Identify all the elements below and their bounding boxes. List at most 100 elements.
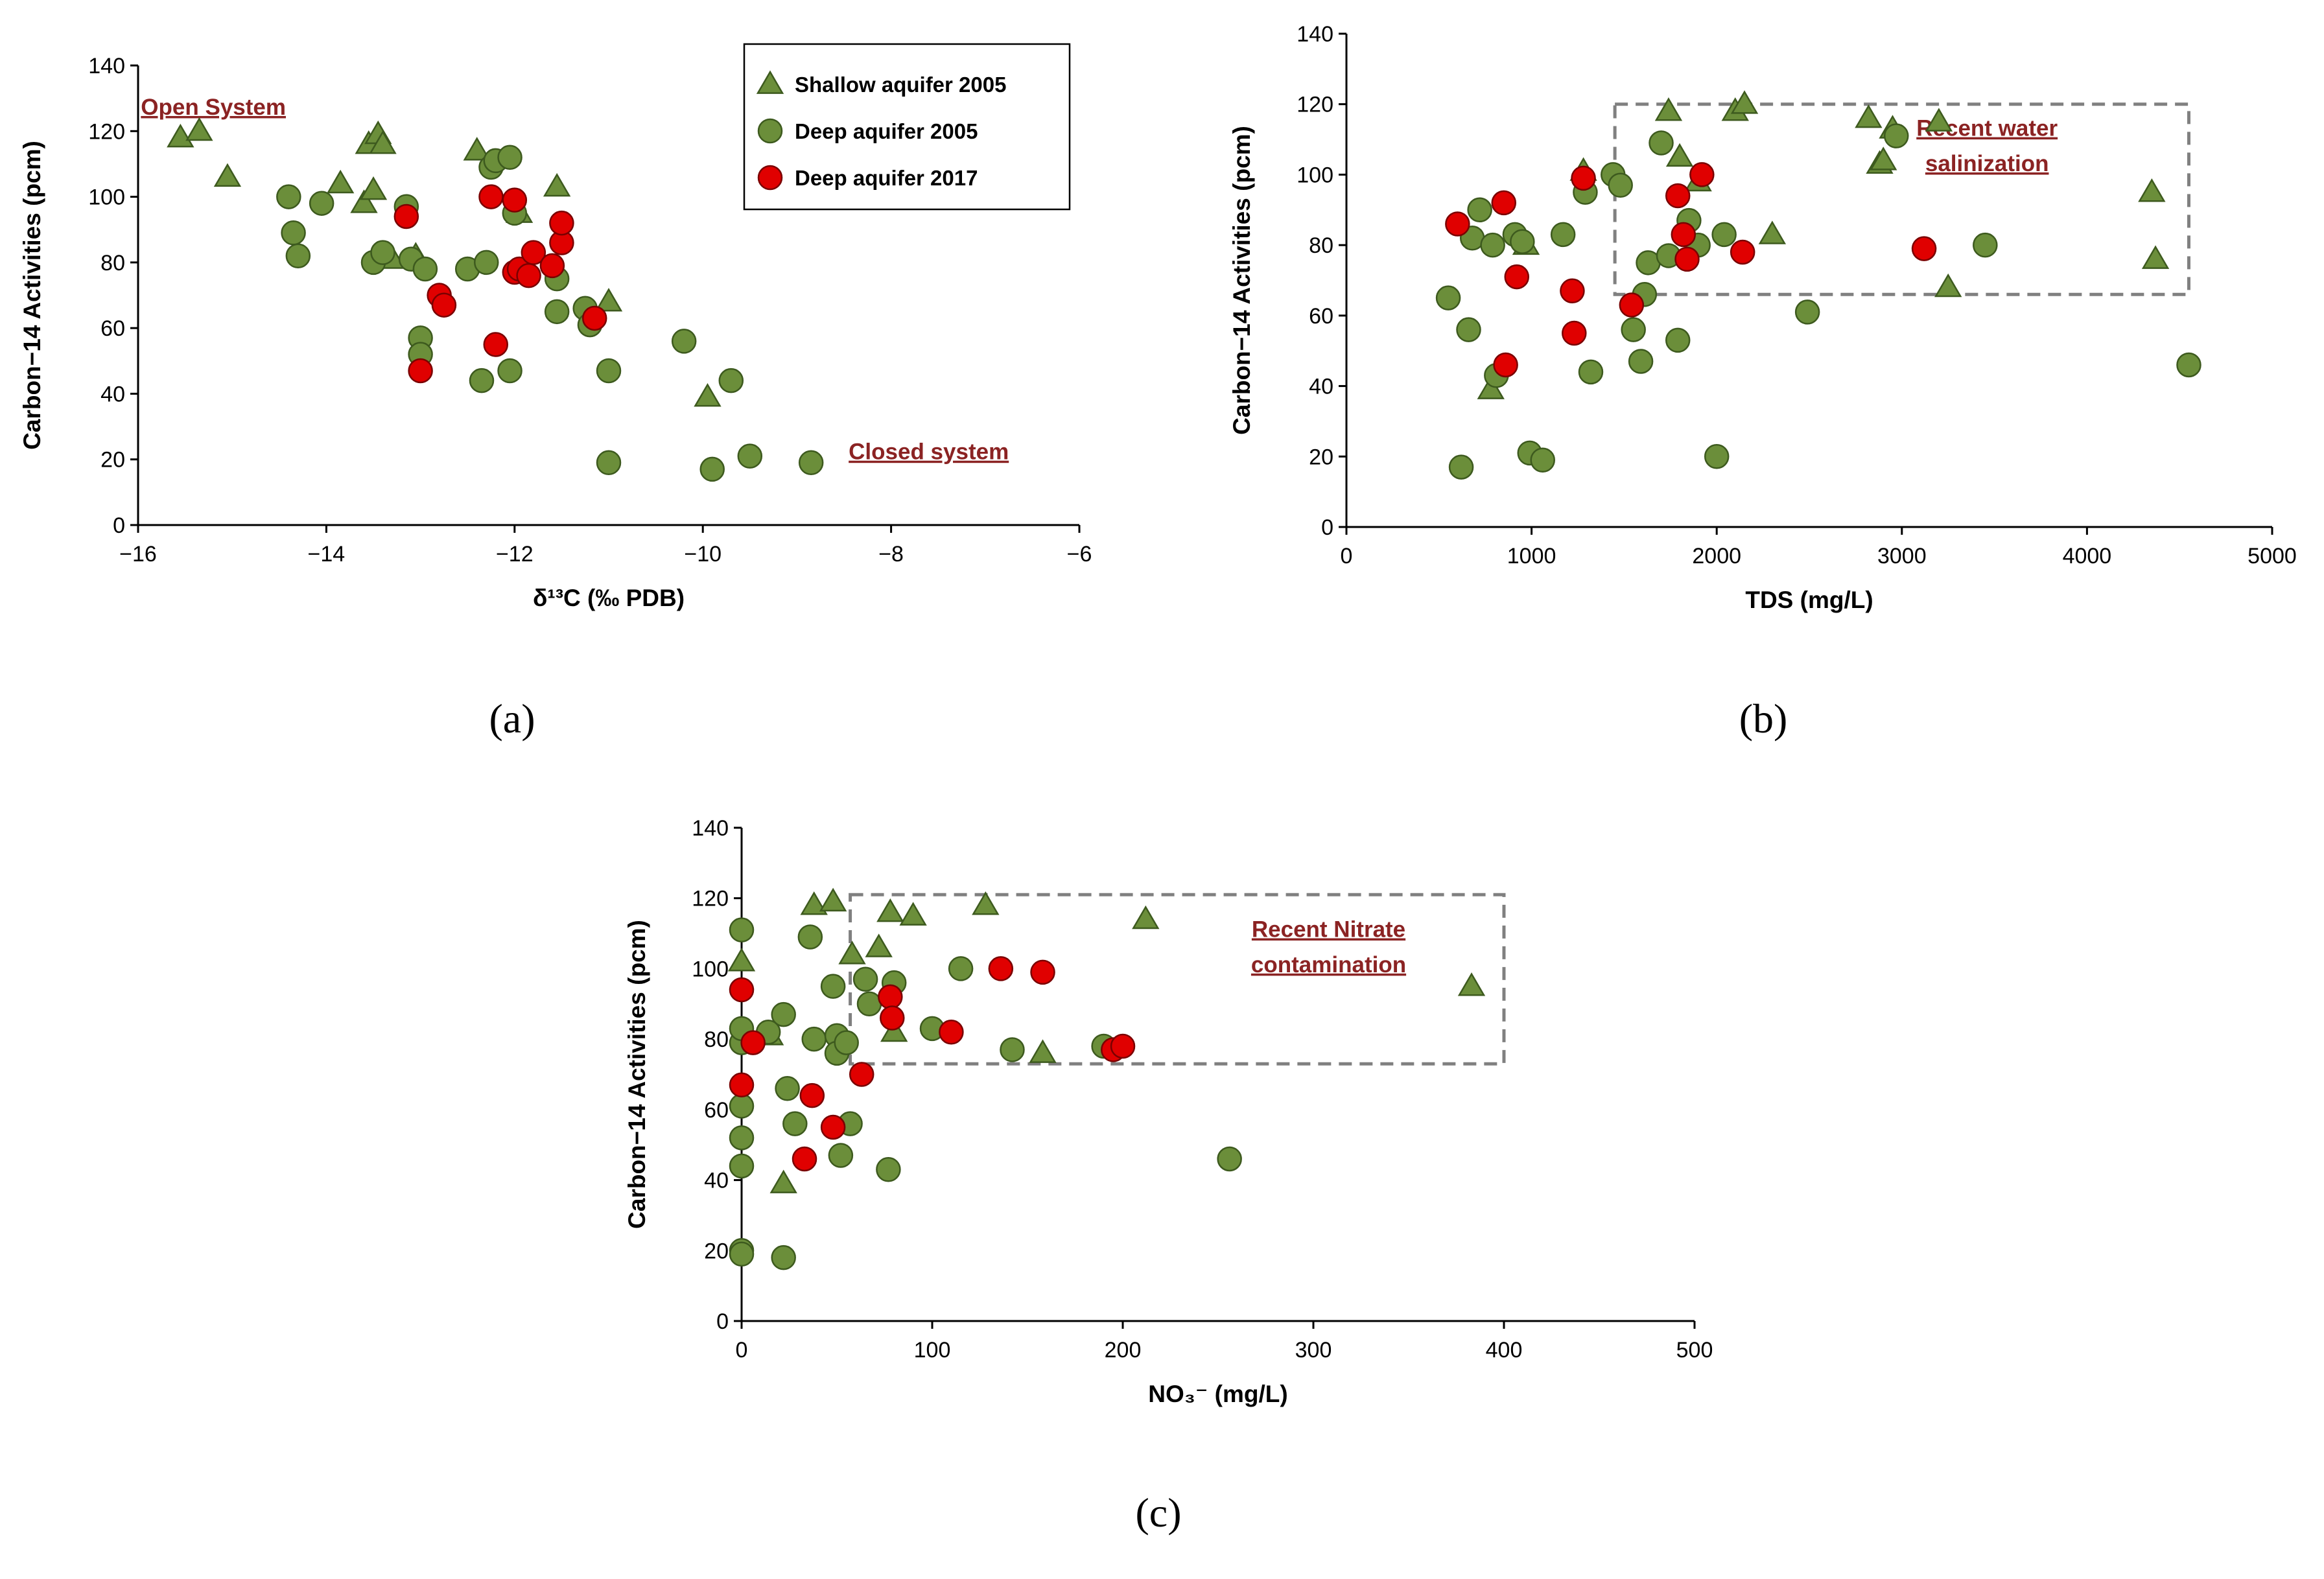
circle-marker [1883, 123, 1909, 148]
red-circle-marker [880, 1005, 905, 1031]
circle-marker [497, 358, 522, 384]
circle-marker [782, 1111, 808, 1136]
triangle-marker [1758, 220, 1787, 244]
red-circle-marker [1493, 352, 1518, 378]
circle-marker [729, 917, 755, 942]
x-tick-label: −8 [878, 542, 904, 567]
circle-marker [1711, 222, 1737, 248]
x-tick-label: 1000 [1507, 544, 1556, 568]
triangle-marker [359, 176, 388, 200]
circle-marker [1608, 172, 1633, 198]
circle-marker [671, 329, 697, 354]
y-tick-label: 0 [716, 1309, 729, 1334]
red-circle-marker [539, 253, 565, 279]
red-circle-marker [1689, 162, 1715, 187]
circle-marker [370, 240, 395, 265]
circle-marker [1530, 447, 1555, 473]
x-tick-label: −14 [308, 542, 346, 567]
red-circle-marker [1562, 320, 1587, 346]
x-tick-label: −12 [496, 542, 534, 567]
red-circle-marker [1445, 211, 1470, 237]
y-tick-label: 80 [1309, 233, 1333, 258]
chart-panel-b: 0 20 40 60 80 100 120 140 0 1000 2000 3000 4000 5000 T… [1228, 22, 2297, 742]
circle-marker [1578, 359, 1604, 385]
circle-marker [775, 1075, 800, 1101]
circle-marker [801, 1026, 827, 1052]
red-circle-marker [393, 204, 419, 229]
circle-marker [1628, 349, 1654, 374]
red-circle-marker [1504, 264, 1530, 290]
triangle-marker [1730, 90, 1759, 114]
red-circle-marker [820, 1114, 846, 1140]
y-tick-label: 100 [1297, 163, 1333, 187]
circle-marker [798, 450, 824, 476]
red-circle-marker [757, 165, 783, 191]
triangle-marker [1665, 143, 1694, 167]
x-tick-label: 0 [1341, 544, 1353, 568]
y-tick-label: 80 [100, 251, 125, 275]
red-circle-marker [502, 187, 528, 213]
y-tick-label: 140 [692, 816, 729, 841]
circle-marker [699, 456, 725, 482]
red-circle-marker [729, 1072, 755, 1098]
circle-marker [473, 250, 499, 275]
triangle-marker [1029, 1039, 1057, 1063]
annotation-label: contamination [1251, 952, 1406, 977]
y-tick-label: 60 [1309, 304, 1333, 329]
circle-marker [1467, 197, 1492, 223]
chart-panel-c: 0 20 40 60 80 100 120 140 0 100 200 300 400 500 NO₃⁻ (… [624, 816, 1713, 1536]
red-circle-marker [1560, 278, 1585, 304]
red-circle-marker [483, 332, 509, 357]
region-box [849, 893, 1506, 1066]
x-axis-label: TDS (mg/L) [1745, 587, 1873, 613]
circle-marker [412, 256, 438, 282]
y-tick-label: 60 [100, 316, 125, 341]
red-circle-marker [1911, 236, 1937, 261]
y-tick-label: 40 [1309, 375, 1333, 399]
y-tick-label: 140 [88, 54, 125, 78]
circle-marker [834, 1030, 859, 1055]
x-axis-label: δ¹³C (‰ PDB) [533, 585, 685, 611]
y-tick-label: 40 [704, 1169, 729, 1193]
red-circle-marker [1491, 190, 1517, 216]
red-circle-marker [740, 1030, 766, 1055]
panel-caption: (a) [489, 696, 535, 742]
y-tick-label: 20 [100, 448, 125, 473]
series-deep-aquifer-2017 [1445, 162, 1937, 378]
x-axis-label: NO₃⁻ (mg/L) [1148, 1381, 1287, 1407]
triangle-marker [880, 1018, 908, 1042]
y-tick-label: 20 [704, 1239, 729, 1263]
triangle-marker [756, 70, 784, 94]
circle-marker [1973, 232, 1998, 258]
red-circle-marker [939, 1020, 964, 1045]
x-tick-label: 500 [1676, 1338, 1713, 1363]
circle-marker [948, 956, 974, 981]
triangle-marker [543, 172, 571, 197]
triangle-marker [2138, 178, 2166, 202]
circle-marker [737, 443, 763, 469]
triangle-marker [185, 117, 213, 141]
y-axis-label: Carbon−14 Activities (pcm) [624, 920, 650, 1229]
x-tick-label: 5000 [2248, 544, 2297, 568]
y-tick-label: 20 [1309, 445, 1333, 469]
y-tick-label: 80 [704, 1027, 729, 1052]
x-tick-label: 300 [1295, 1338, 1332, 1363]
circle-marker [729, 1153, 755, 1179]
circle-marker [544, 299, 570, 325]
red-circle-marker [988, 956, 1014, 981]
circle-marker [285, 243, 311, 268]
circle-marker [852, 966, 878, 992]
x-tick-label: 200 [1105, 1338, 1142, 1363]
triangle-marker [463, 137, 491, 161]
legend-entry-label: Shallow aquifer 2005 [795, 73, 1006, 97]
red-circle-marker [431, 292, 457, 318]
circle-marker [771, 1001, 796, 1027]
series-deep-aquifer-2005 [276, 145, 824, 482]
series-deep-aquifer-2017 [393, 184, 607, 384]
circle-marker [596, 358, 622, 384]
triangle-marker [972, 891, 1000, 915]
y-axis-label: Carbon−14 Activities (pcm) [1228, 126, 1255, 435]
region-box [1613, 102, 2190, 296]
x-tick-label: −6 [1067, 542, 1092, 567]
